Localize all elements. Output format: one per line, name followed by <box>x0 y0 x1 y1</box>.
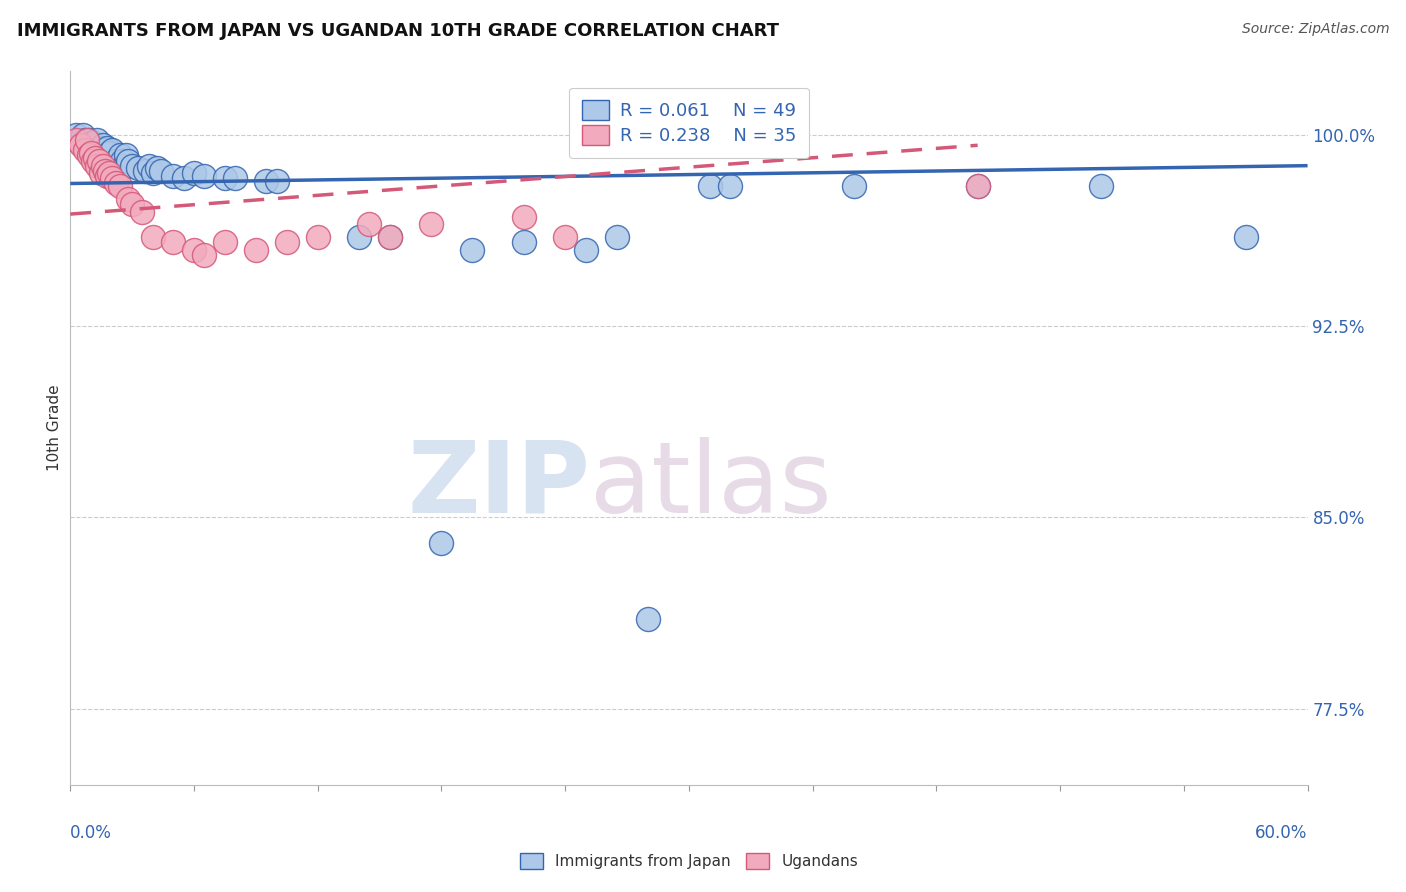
Point <box>80 136 103 150</box>
Point <box>112 159 135 173</box>
Text: IMMIGRANTS FROM JAPAN VS UGANDAN 10TH GRADE CORRELATION CHART: IMMIGRANTS FROM JAPAN VS UGANDAN 10TH GR… <box>17 22 779 40</box>
Point <box>77 133 100 147</box>
Point <box>347 230 370 244</box>
Text: 60.0%: 60.0% <box>1256 824 1308 842</box>
Point <box>138 159 160 173</box>
Y-axis label: 10th Grade: 10th Grade <box>46 384 62 472</box>
Text: Source: ZipAtlas.com: Source: ZipAtlas.com <box>1241 22 1389 37</box>
Point <box>84 138 107 153</box>
Point <box>82 153 104 168</box>
Point <box>90 141 112 155</box>
Point <box>224 171 246 186</box>
Point <box>183 243 205 257</box>
Point <box>91 138 114 153</box>
Point <box>966 179 988 194</box>
Point <box>89 153 111 168</box>
Point <box>461 243 484 257</box>
Point <box>162 235 184 249</box>
Point <box>276 235 298 249</box>
Point <box>100 144 122 158</box>
Point <box>76 133 98 147</box>
Point <box>150 163 173 178</box>
Point <box>699 179 721 194</box>
Point <box>65 133 87 147</box>
Point <box>134 163 156 178</box>
Point <box>94 163 117 178</box>
Point <box>554 230 576 244</box>
Point <box>575 243 598 257</box>
Text: 0.0%: 0.0% <box>70 824 112 842</box>
Point <box>121 159 143 173</box>
Point <box>266 174 288 188</box>
Point <box>104 153 127 168</box>
Point <box>73 144 96 158</box>
Point <box>718 179 741 194</box>
Point <box>100 171 122 186</box>
Point <box>82 136 104 150</box>
Point <box>214 171 236 186</box>
Point <box>378 230 401 244</box>
Point <box>214 235 236 249</box>
Point <box>72 128 94 142</box>
Point <box>91 159 114 173</box>
Legend: Immigrants from Japan, Ugandans: Immigrants from Japan, Ugandans <box>513 847 865 875</box>
Point <box>86 159 108 173</box>
Point <box>142 166 165 180</box>
Point <box>193 169 215 183</box>
Point <box>117 153 139 168</box>
Point <box>98 166 121 180</box>
Point <box>162 169 184 183</box>
Point <box>142 230 165 244</box>
Point <box>115 148 138 162</box>
Point <box>86 133 108 147</box>
Point <box>94 144 117 158</box>
Point <box>77 148 100 162</box>
Point <box>1090 179 1112 194</box>
Point <box>96 141 118 155</box>
Point <box>73 133 96 147</box>
Point <box>65 128 87 142</box>
Point <box>513 210 536 224</box>
Point <box>69 138 91 153</box>
Point <box>80 145 103 160</box>
Point <box>359 217 381 231</box>
Point <box>104 177 127 191</box>
Point <box>98 145 121 160</box>
Point <box>90 166 112 180</box>
Point <box>127 161 149 176</box>
Point <box>378 230 401 244</box>
Point <box>254 174 277 188</box>
Point <box>146 161 169 176</box>
Point <box>307 230 329 244</box>
Point <box>1234 230 1257 244</box>
Point <box>842 179 865 194</box>
Point <box>96 169 118 183</box>
Text: atlas: atlas <box>591 437 831 533</box>
Text: ZIP: ZIP <box>408 437 591 533</box>
Point <box>637 612 659 626</box>
Point <box>420 217 443 231</box>
Point <box>966 179 988 194</box>
Point <box>245 243 267 257</box>
Point <box>183 166 205 180</box>
Point <box>108 148 131 162</box>
Point <box>606 230 628 244</box>
Point <box>131 204 153 219</box>
Point <box>430 536 453 550</box>
Point <box>121 197 143 211</box>
Point <box>193 248 215 262</box>
Point <box>513 235 536 249</box>
Point <box>84 151 107 165</box>
Point <box>108 179 131 194</box>
Legend: R = 0.061    N = 49, R = 0.238    N = 35: R = 0.061 N = 49, R = 0.238 N = 35 <box>569 87 808 158</box>
Point <box>111 153 134 168</box>
Point <box>117 192 139 206</box>
Point <box>173 171 195 186</box>
